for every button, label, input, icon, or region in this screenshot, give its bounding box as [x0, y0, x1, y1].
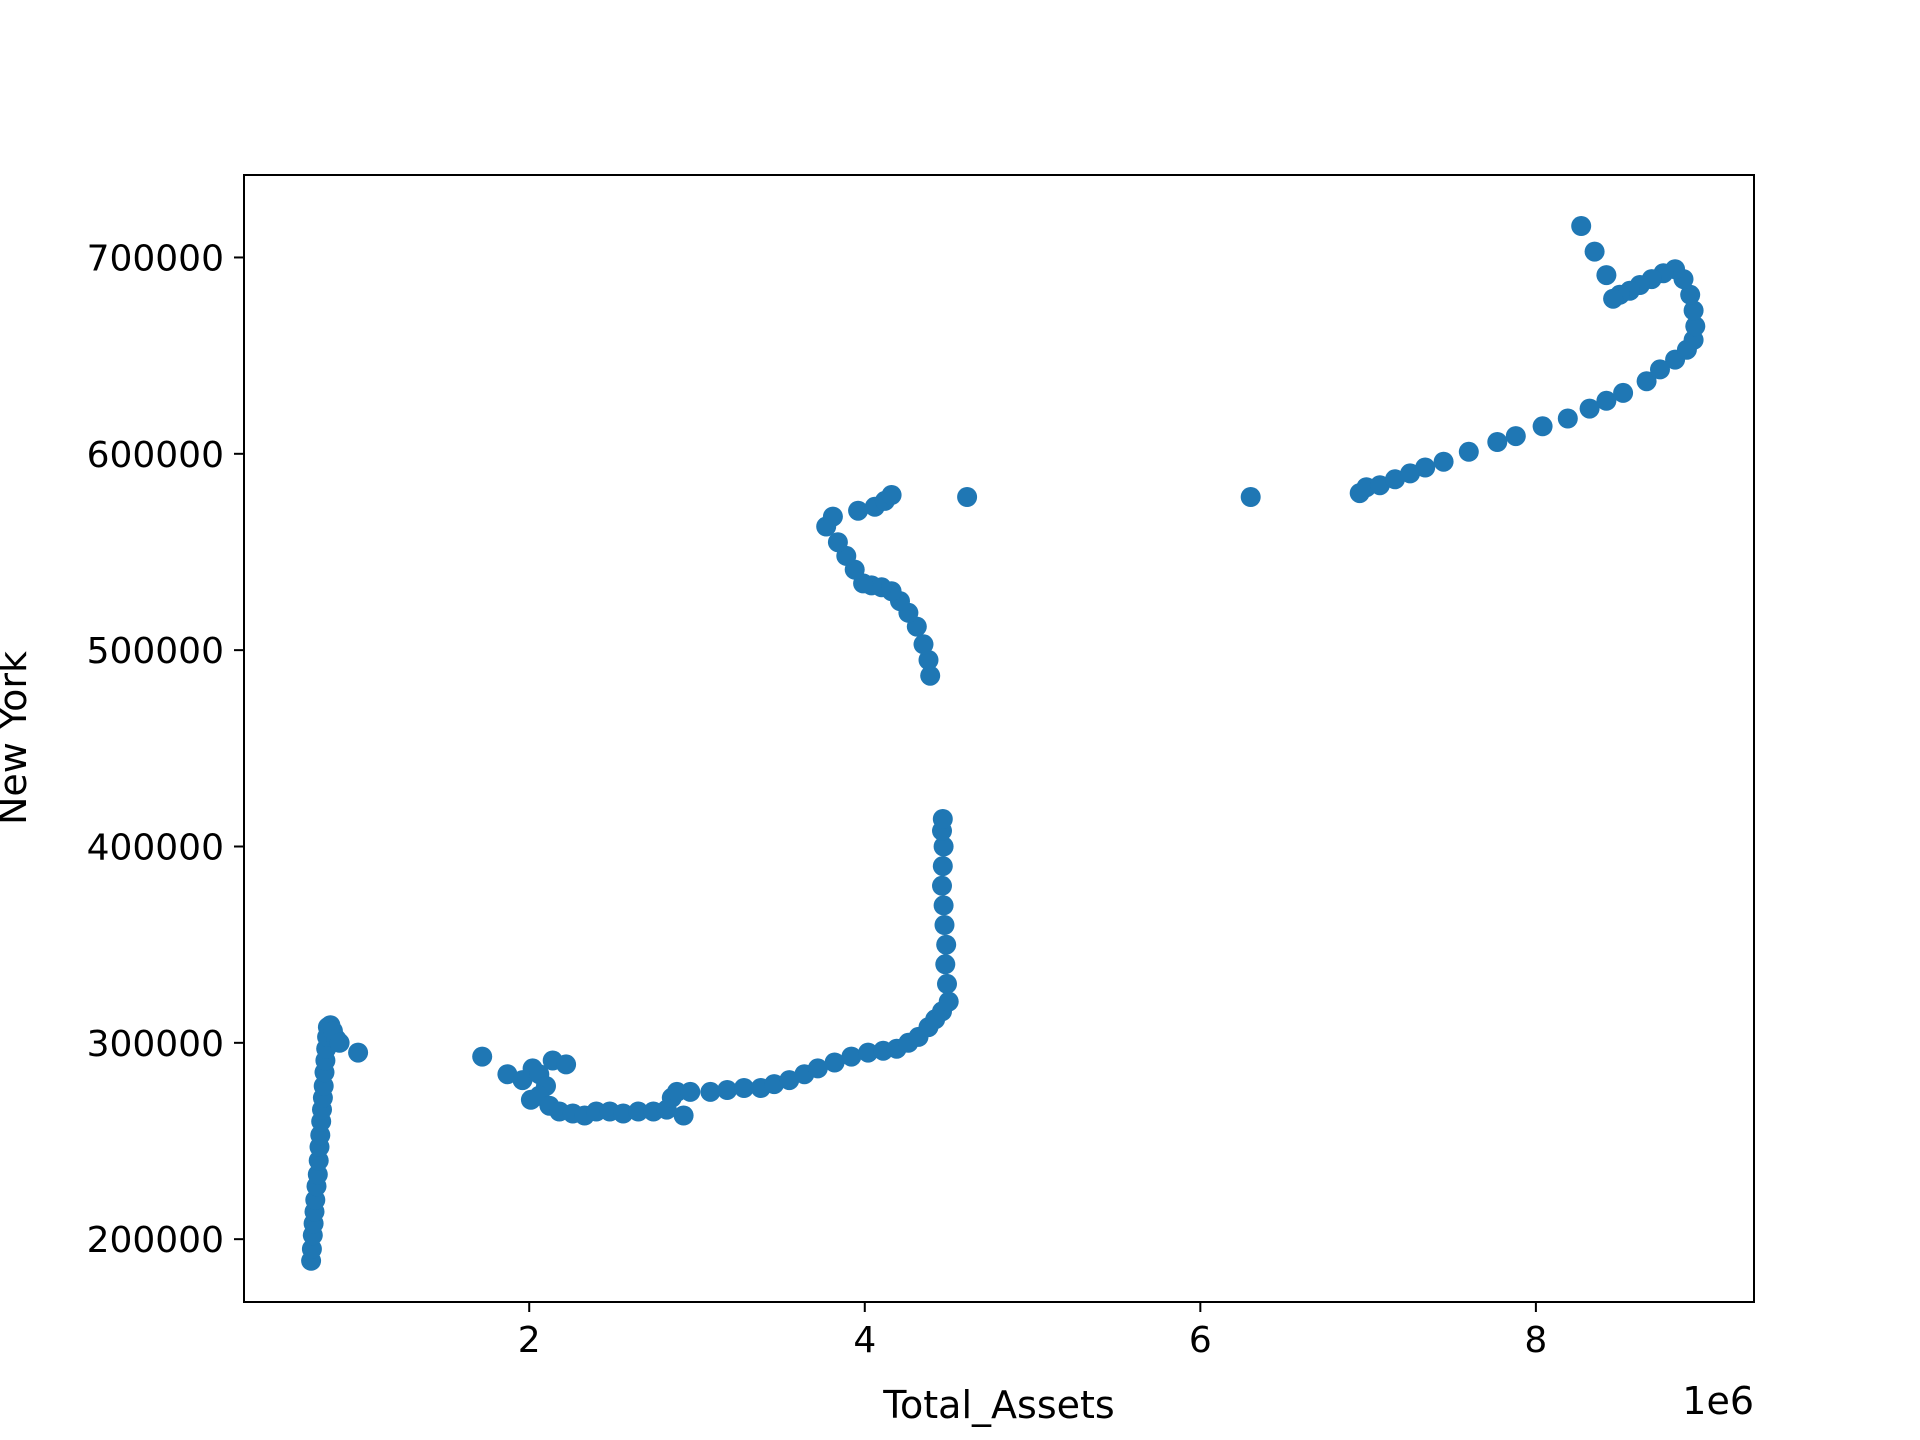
data-point	[1433, 451, 1454, 472]
data-point	[1557, 408, 1578, 429]
y-tick-label: 600000	[87, 435, 224, 476]
data-point	[937, 973, 957, 994]
data-point	[822, 506, 843, 527]
data-point	[1579, 398, 1600, 419]
data-point	[858, 1042, 879, 1063]
y-tick-label: 500000	[87, 631, 224, 672]
data-point	[1596, 265, 1617, 286]
x-axis-ticks: 2 4 6 8	[518, 1302, 1547, 1361]
data-point	[1415, 457, 1436, 478]
y-tick-label: 700000	[87, 238, 224, 279]
data-point	[938, 991, 959, 1012]
data-point	[1683, 300, 1704, 321]
data-point	[1596, 390, 1617, 411]
plot-area	[244, 175, 1754, 1302]
data-point	[1613, 382, 1634, 403]
data-point	[1650, 359, 1670, 380]
data-point	[700, 1081, 721, 1102]
x-axis-label: Total_Assets	[882, 1383, 1114, 1427]
data-point	[1603, 288, 1624, 309]
y-axis-label: New York	[0, 651, 35, 825]
data-point	[613, 1103, 634, 1124]
data-point	[348, 1042, 369, 1063]
data-point	[933, 836, 954, 857]
y-tick-label: 400000	[87, 827, 224, 868]
data-point	[936, 934, 957, 955]
x-tick-label: 2	[518, 1320, 541, 1361]
data-point	[1240, 487, 1261, 507]
data-point	[556, 1054, 577, 1075]
data-point	[1532, 416, 1553, 437]
data-point	[957, 487, 978, 507]
y-tick-label: 300000	[87, 1024, 224, 1065]
data-point	[1505, 426, 1526, 447]
data-point	[918, 650, 939, 670]
data-point	[935, 954, 956, 975]
data-point	[934, 915, 955, 935]
data-point	[680, 1081, 701, 1102]
data-point	[1400, 463, 1421, 484]
data-point	[673, 1105, 694, 1126]
data-point	[1584, 241, 1605, 262]
data-point	[920, 665, 941, 686]
data-point	[848, 500, 869, 521]
data-point	[734, 1078, 754, 1098]
x-tick-label: 4	[853, 1320, 876, 1361]
data-point	[933, 895, 954, 916]
data-point	[827, 532, 848, 553]
y-tick-label: 200000	[87, 1220, 224, 1261]
x-tick-label: 6	[1189, 1320, 1212, 1361]
data-point	[472, 1046, 493, 1067]
data-point	[1385, 469, 1405, 490]
data-point	[329, 1032, 350, 1053]
data-point	[497, 1064, 518, 1085]
data-point	[1680, 284, 1701, 305]
data-points	[301, 216, 1706, 1271]
data-point	[1636, 371, 1657, 392]
data-point	[824, 1052, 845, 1073]
x-tick-label: 8	[1524, 1320, 1547, 1361]
data-point	[913, 634, 934, 655]
data-point	[1458, 441, 1479, 462]
data-point	[881, 485, 902, 505]
data-point	[717, 1080, 738, 1100]
axes-frame	[243, 174, 1755, 1303]
data-point	[764, 1074, 785, 1095]
data-point	[841, 1046, 862, 1067]
data-point	[807, 1058, 828, 1079]
data-point	[932, 856, 953, 877]
data-point	[1369, 475, 1390, 496]
y-axis-ticks: 200000 300000 400000 500000 600000 700000	[87, 238, 244, 1261]
data-point	[779, 1070, 800, 1091]
data-point	[1487, 432, 1508, 452]
data-point	[932, 875, 952, 896]
x-axis-offset-label: 1e6	[1682, 1379, 1754, 1423]
data-point	[628, 1101, 649, 1122]
data-point	[1685, 316, 1706, 337]
data-point	[932, 809, 953, 829]
data-point	[1571, 216, 1592, 236]
